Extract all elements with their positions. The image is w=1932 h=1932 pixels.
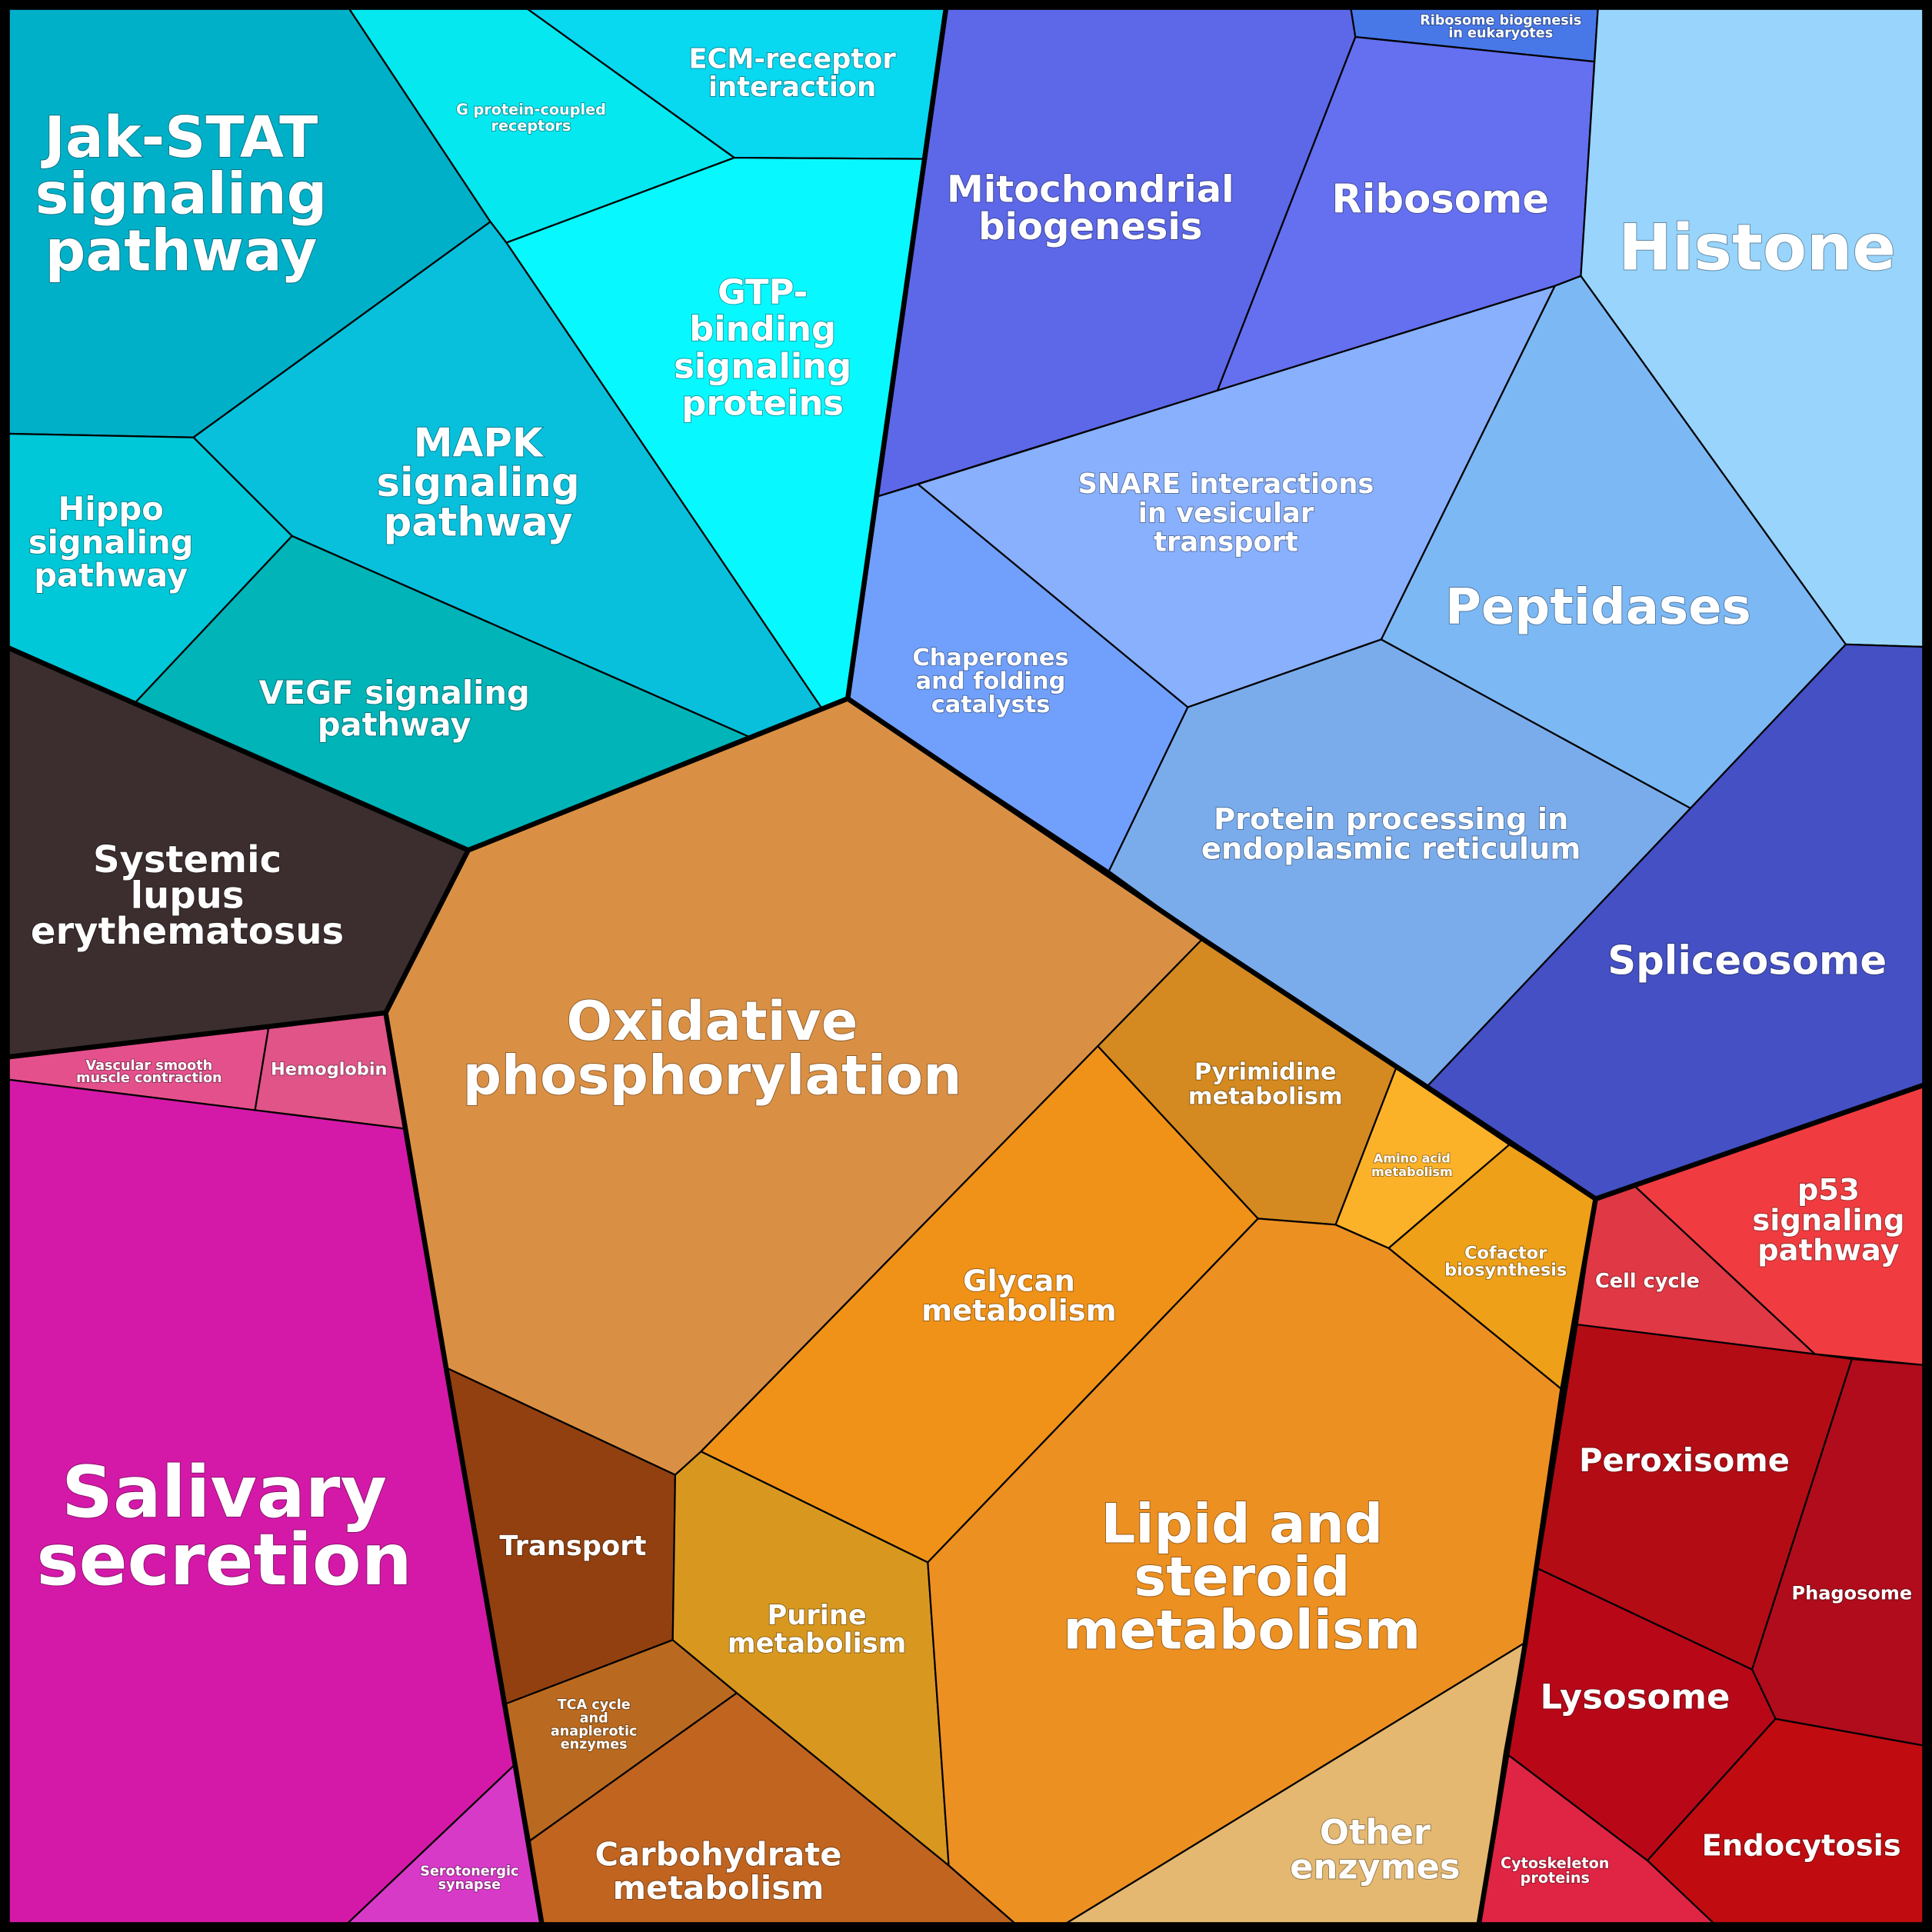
label-chaperones: catalysts — [931, 691, 1051, 718]
label-gtp: binding — [689, 308, 836, 349]
label-ribobio: Ribosome biogenesis — [1420, 13, 1581, 28]
label-p53: signaling — [1752, 1203, 1904, 1237]
label-protproc: endoplasmic reticulum — [1201, 831, 1581, 866]
label-histone: Histone — [1618, 211, 1896, 285]
label-serotonergic: synapse — [438, 1877, 501, 1893]
label-hippo: signaling — [28, 523, 194, 561]
label-glycan: metabolism — [921, 1294, 1117, 1328]
label-glycan: Glycan — [963, 1264, 1075, 1299]
label-ecm: interaction — [708, 72, 876, 103]
label-salivary: Salivary — [62, 1451, 387, 1534]
label-snare: transport — [1154, 526, 1298, 558]
label-mapk: pathway — [384, 499, 573, 545]
label-gtp: GTP- — [718, 271, 808, 312]
label-hemoglobin: Hemoglobin — [271, 1060, 387, 1080]
label-oxphos: phosphorylation — [463, 1044, 962, 1108]
label-vascular: muscle contraction — [76, 1071, 222, 1086]
label-chaperones: and folding — [916, 668, 1066, 695]
label-gpcr: G protein-coupled — [456, 101, 606, 118]
label-hippo: Hippo — [58, 490, 164, 528]
label-cofactor: biosynthesis — [1444, 1261, 1567, 1281]
label-salivary: secretion — [36, 1518, 411, 1601]
label-other: Other — [1320, 1812, 1431, 1853]
label-oxphos: Oxidative — [566, 990, 858, 1053]
label-tca: and — [580, 1710, 608, 1726]
label-cellcycle: Cell cycle — [1595, 1270, 1700, 1293]
label-cofactor: Cofactor — [1464, 1243, 1547, 1263]
label-transport: Transport — [499, 1531, 646, 1562]
label-lysosome: Lysosome — [1540, 1677, 1730, 1717]
label-vegf: pathway — [318, 706, 471, 744]
label-cytoskeleton: Cytoskeleton — [1501, 1854, 1609, 1872]
label-carbohydrate: Carbohydrate — [595, 1836, 841, 1874]
label-ribobio: in eukaryotes — [1448, 25, 1553, 41]
label-sle: Systemic — [93, 838, 281, 881]
label-hippo: pathway — [34, 557, 188, 595]
label-lipid: steroid — [1134, 1546, 1350, 1609]
label-ecm: ECM-receptor — [688, 43, 896, 75]
label-endocytosis: Endocytosis — [1702, 1828, 1901, 1863]
label-tca: anaplerotic — [551, 1724, 638, 1740]
label-lipid: metabolism — [1063, 1599, 1421, 1662]
label-serotonergic: Serotonergic — [420, 1864, 518, 1880]
label-chaperones: Chaperones — [912, 645, 1068, 671]
label-cytoskeleton: proteins — [1521, 1869, 1590, 1887]
label-gtp: signaling — [674, 345, 851, 386]
label-mapk: MAPK — [414, 421, 545, 467]
label-other: enzymes — [1290, 1847, 1461, 1887]
label-pyrimidine: metabolism — [1188, 1083, 1343, 1110]
label-pyrimidine: Pyrimidine — [1194, 1058, 1337, 1085]
label-sle: erythematosus — [31, 910, 344, 953]
label-vegf: VEGF signaling — [258, 674, 529, 711]
label-vascular: Vascular smooth — [85, 1058, 212, 1074]
label-p53: pathway — [1757, 1234, 1900, 1268]
label-mito: biogenesis — [978, 205, 1202, 248]
label-jakstat: pathway — [45, 218, 318, 284]
label-phagosome: Phagosome — [1792, 1582, 1913, 1604]
label-gtp: proteins — [681, 382, 844, 423]
label-p53: p53 — [1797, 1173, 1860, 1208]
label-sle: lupus — [131, 874, 245, 918]
label-tca: enzymes — [561, 1737, 628, 1753]
label-purine: metabolism — [728, 1628, 906, 1660]
label-snare: SNARE interactions — [1078, 468, 1374, 500]
label-mapk: signaling — [377, 460, 580, 506]
label-peroxisome: Peroxisome — [1579, 1441, 1790, 1479]
label-tca: TCA cycle — [558, 1697, 631, 1713]
label-mito: Mitochondrial — [947, 168, 1234, 212]
label-ribosome: Ribosome — [1331, 177, 1549, 223]
label-aminoacid: metabolism — [1371, 1164, 1453, 1179]
label-jakstat: signaling — [35, 162, 328, 228]
label-gpcr: receptors — [491, 117, 571, 135]
label-snare: in vesicular — [1138, 498, 1314, 529]
label-protproc: Protein processing in — [1214, 802, 1568, 837]
label-jakstat: Jak-STAT — [41, 105, 318, 171]
label-spliceosome: Spliceosome — [1607, 938, 1887, 984]
label-aminoacid: Amino acid — [1374, 1151, 1451, 1165]
label-purine: Purine — [767, 1600, 866, 1631]
label-peptidases: Peptidases — [1445, 579, 1751, 636]
label-carbohydrate: metabolism — [613, 1869, 824, 1907]
label-lipid: Lipid and — [1101, 1493, 1383, 1556]
